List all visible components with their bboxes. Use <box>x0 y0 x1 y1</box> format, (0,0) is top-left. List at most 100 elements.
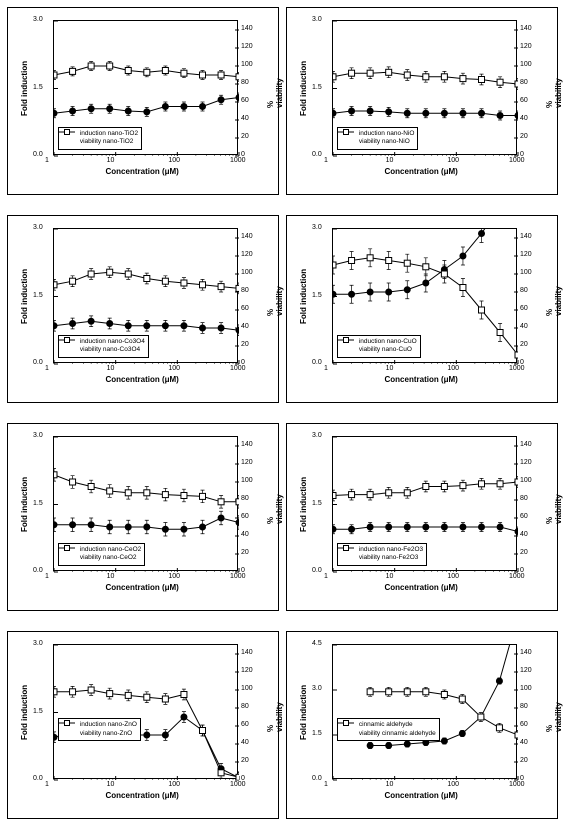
ytick-right-label: 120 <box>520 43 532 50</box>
viability-marker <box>441 271 447 277</box>
viability-marker <box>423 74 429 80</box>
xtick-label: 10 <box>386 573 394 580</box>
induction-marker <box>386 289 392 295</box>
ytick-right-label: 40 <box>520 531 528 538</box>
ytick-right-label: 60 <box>241 305 249 312</box>
induction-marker <box>367 289 373 295</box>
ytick-left-label: 0.0 <box>312 775 322 782</box>
viability-marker <box>144 694 150 700</box>
ytick-right-label: 80 <box>520 287 528 294</box>
induction-marker <box>367 743 373 749</box>
ytick-left-label: 3.0 <box>33 432 43 439</box>
viability-marker <box>181 493 187 499</box>
induction-marker <box>181 323 187 329</box>
induction-marker <box>460 253 466 259</box>
ytick-left-label: 1.5 <box>33 84 43 91</box>
induction-marker <box>144 109 150 115</box>
xtick-label: 10 <box>386 781 394 788</box>
induction-marker <box>423 110 429 116</box>
induction-marker <box>51 110 57 116</box>
ytick-right-label: 140 <box>241 233 253 240</box>
legend-via-text: viability nano-Fe2O3 <box>359 554 419 561</box>
legend-row: viability nano-TiO2 <box>62 138 138 146</box>
ytick-right-label: 0 <box>520 775 524 782</box>
ytick-right-label: 20 <box>241 341 249 348</box>
viability-marker <box>423 264 429 270</box>
legend-ind-text: induction nano-CeO2 <box>80 546 141 553</box>
ytick-right-label: 20 <box>520 757 528 764</box>
ytick-right-label: 140 <box>241 441 253 448</box>
ylabel-right: % viability <box>266 702 284 732</box>
induction-marker <box>479 110 485 116</box>
ytick-right-label: 120 <box>241 459 253 466</box>
induction-marker <box>88 522 94 528</box>
induction-marker <box>404 110 410 116</box>
ylabel-right: % viability <box>545 78 563 108</box>
viability-marker <box>125 692 131 698</box>
ytick-right-label: 100 <box>520 61 532 68</box>
legend-via-text: viability nano-Co3O4 <box>80 346 140 353</box>
ylabel-left: Fold induction <box>299 60 308 115</box>
xtick-label: 10 <box>107 781 115 788</box>
ytick-right-label: 60 <box>520 97 528 104</box>
viability-marker <box>107 691 113 697</box>
induction-marker <box>218 97 224 103</box>
legend-row: viability cinnamic aldehyde <box>341 730 436 738</box>
legend-ind-text: induction nano-ZnO <box>80 721 137 728</box>
viability-marker <box>88 63 94 69</box>
ytick-right-label: 0 <box>241 359 245 366</box>
xtick-label: 1 <box>324 157 328 164</box>
ytick-right-label: 60 <box>520 721 528 728</box>
ytick-right-label: 80 <box>241 703 249 710</box>
ylabel-right: % viability <box>266 286 284 316</box>
viability-marker <box>88 271 94 277</box>
xtick-label: 1000 <box>509 573 525 580</box>
xtick-label: 100 <box>168 781 180 788</box>
viability-marker <box>144 490 150 496</box>
viability-marker <box>330 493 336 499</box>
induction-marker <box>200 325 206 331</box>
xlabel: Concentration (μM) <box>106 583 179 592</box>
xtick-label: 1000 <box>230 573 246 580</box>
xtick-label: 1000 <box>509 157 525 164</box>
xtick-label: 1 <box>45 157 49 164</box>
xtick-label: 100 <box>168 573 180 580</box>
ytick-left-label: 3.0 <box>312 16 322 23</box>
induction-marker <box>460 524 466 530</box>
induction-marker <box>107 524 113 530</box>
ytick-left-label: 0.0 <box>33 567 43 574</box>
legend: induction nano-CuO viability nano-CuO <box>337 335 421 358</box>
ylabel-right: % viability <box>545 702 563 732</box>
viability-marker <box>51 689 57 695</box>
induction-marker <box>181 526 187 532</box>
induction-marker <box>107 321 113 327</box>
legend: induction nano-NiO viability nano-NiO <box>337 127 418 150</box>
viability-marker <box>144 276 150 282</box>
legend-row: cinnamic aldehyde <box>341 721 436 729</box>
viability-marker <box>459 696 465 702</box>
panel-cinnamic: 11010010000.01.53.04.5020406080100120140… <box>286 631 558 819</box>
xtick-label: 1000 <box>509 365 525 372</box>
ylabel-right: % viability <box>266 494 284 524</box>
ytick-right-label: 80 <box>520 495 528 502</box>
ytick-right-label: 0 <box>241 775 245 782</box>
ytick-right-label: 40 <box>520 323 528 330</box>
xtick-label: 1 <box>45 365 49 372</box>
viability-marker <box>70 278 76 284</box>
panel-ceo2: 11010010000.01.53.0020406080100120140Fol… <box>7 423 279 611</box>
viability-marker <box>404 72 410 78</box>
ytick-right-label: 40 <box>241 531 249 538</box>
legend-ind-text: induction nano-CuO <box>359 338 417 345</box>
induction-marker <box>51 323 57 329</box>
ytick-right-label: 120 <box>241 43 253 50</box>
viability-marker <box>460 483 466 489</box>
induction-marker <box>330 110 336 116</box>
xlabel: Concentration (μM) <box>385 791 458 800</box>
legend: induction nano-ZnO viability nano-ZnO <box>58 718 141 741</box>
ylabel-left: Fold induction <box>20 684 29 739</box>
legend-via-text: viability nano-NiO <box>359 138 410 145</box>
ytick-left-label: 1.5 <box>33 708 43 715</box>
viability-marker <box>200 282 206 288</box>
ytick-right-label: 0 <box>520 567 524 574</box>
viability-marker <box>107 269 113 275</box>
